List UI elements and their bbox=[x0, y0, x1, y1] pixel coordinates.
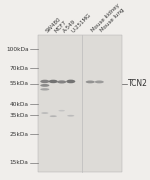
Text: Mouse lung: Mouse lung bbox=[99, 7, 125, 33]
Ellipse shape bbox=[40, 84, 49, 87]
Ellipse shape bbox=[86, 80, 95, 83]
Ellipse shape bbox=[41, 112, 48, 114]
Ellipse shape bbox=[49, 80, 58, 83]
Text: 40kDa: 40kDa bbox=[10, 102, 29, 107]
Text: 70kDa: 70kDa bbox=[10, 66, 29, 71]
Text: 55kDa: 55kDa bbox=[10, 81, 29, 86]
Text: 25kDa: 25kDa bbox=[10, 132, 29, 137]
Text: SW480: SW480 bbox=[45, 16, 62, 33]
Ellipse shape bbox=[67, 115, 74, 117]
Text: 35kDa: 35kDa bbox=[10, 113, 29, 118]
Text: 100kDa: 100kDa bbox=[6, 47, 29, 51]
Text: MCF7: MCF7 bbox=[53, 19, 67, 33]
Ellipse shape bbox=[50, 115, 57, 117]
Ellipse shape bbox=[58, 110, 65, 111]
Text: 15kDa: 15kDa bbox=[10, 160, 29, 165]
Text: TCN2: TCN2 bbox=[128, 79, 148, 88]
Text: A-549: A-549 bbox=[62, 18, 77, 33]
Ellipse shape bbox=[40, 88, 49, 91]
Ellipse shape bbox=[66, 80, 75, 83]
Ellipse shape bbox=[57, 80, 66, 84]
Text: Mouse kidney: Mouse kidney bbox=[90, 3, 121, 33]
Ellipse shape bbox=[95, 80, 104, 83]
Ellipse shape bbox=[40, 80, 49, 83]
Text: U-251MG: U-251MG bbox=[71, 12, 92, 33]
FancyBboxPatch shape bbox=[38, 35, 122, 172]
